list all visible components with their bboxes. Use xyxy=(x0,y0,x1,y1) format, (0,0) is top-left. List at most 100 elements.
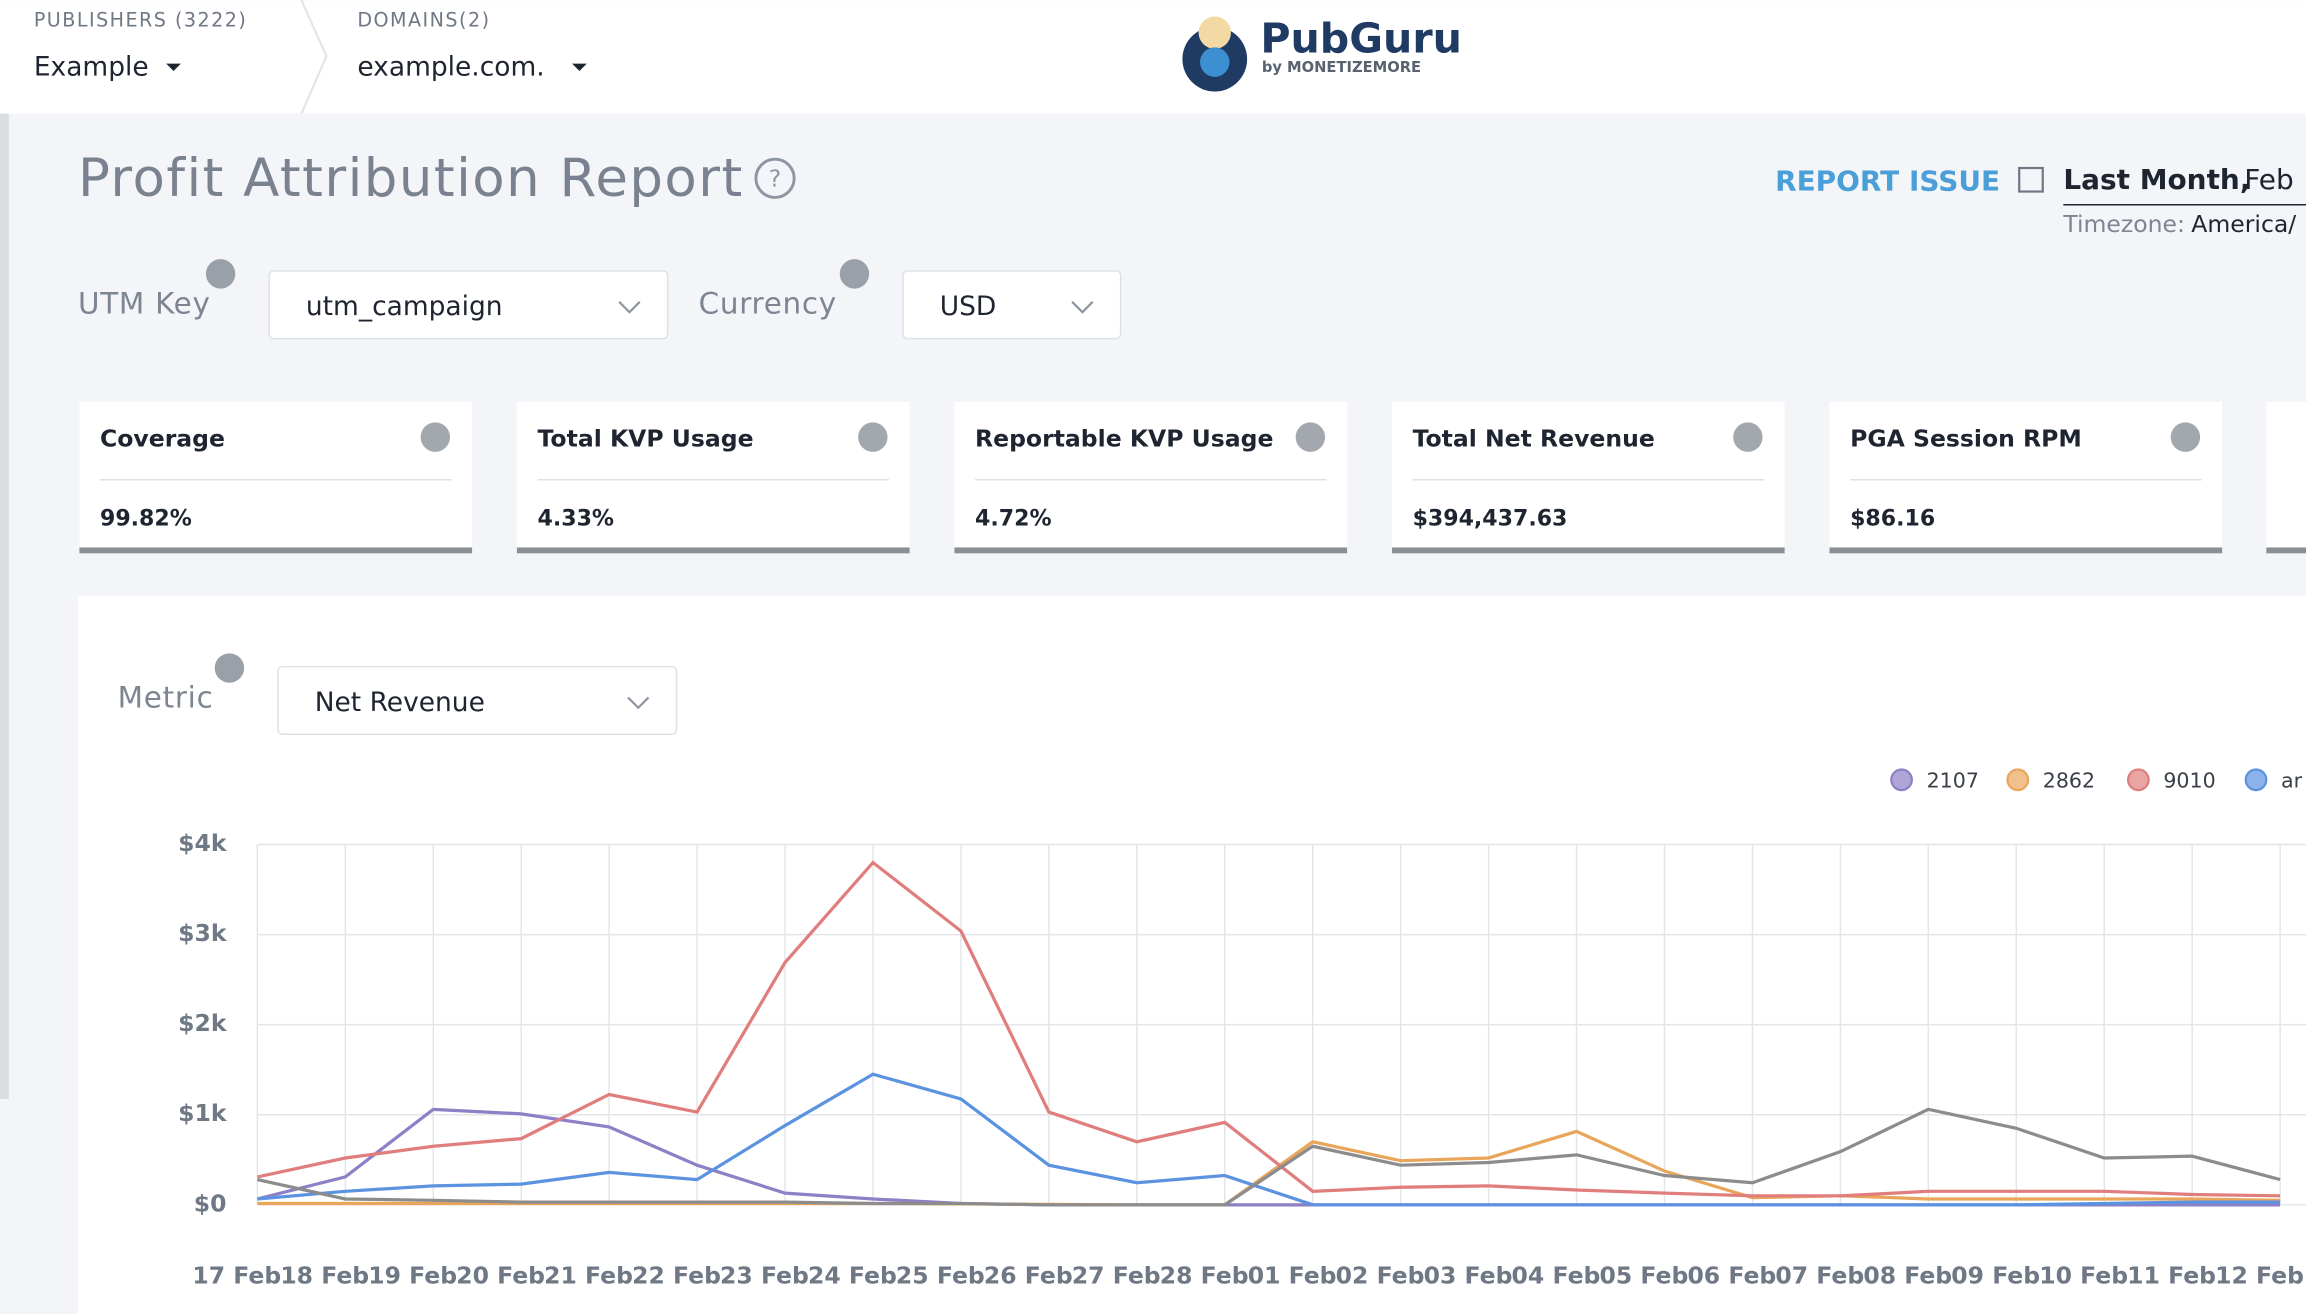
x-tick-label: 07 Feb xyxy=(1775,1261,1864,1289)
x-tick-label: 03 Feb xyxy=(1424,1261,1513,1289)
metric-value: Net Revenue xyxy=(315,687,485,718)
x-tick-label: 06 Feb xyxy=(1687,1261,1776,1289)
legend-swatch xyxy=(2126,768,2150,792)
x-tick-label: 19 Feb xyxy=(368,1261,457,1289)
card xyxy=(79,401,473,554)
timezone-label: Timezone: xyxy=(2062,210,2185,238)
legend-swatch xyxy=(2006,768,2030,792)
x-tick-label: 05 Feb xyxy=(1600,1261,1689,1289)
card-value: 4.33% xyxy=(538,506,615,531)
card-title: Total KVP Usage xyxy=(538,425,754,453)
domains-label: DOMAINS(2) xyxy=(357,8,490,31)
scrollbar xyxy=(0,113,9,1099)
separator xyxy=(300,0,328,115)
utm-value: utm_campaign xyxy=(306,291,503,322)
x-tick-label: 28 Feb xyxy=(1160,1261,1249,1289)
help-icon[interactable] xyxy=(754,157,796,199)
page-title: Profit Attribution Report xyxy=(78,148,744,209)
line-series xyxy=(257,860,2281,1198)
x-tick-label: 04 Feb xyxy=(1512,1261,1601,1289)
x-tick-label: 09 Feb xyxy=(1951,1261,2040,1289)
y-tick-label: $3k xyxy=(178,919,228,947)
help-icon xyxy=(1733,422,1763,452)
x-tick-label: 26 Feb xyxy=(984,1261,1073,1289)
legend-label: ar xyxy=(2281,768,2303,792)
card-border xyxy=(79,547,473,554)
y-tick-label: $0 xyxy=(194,1189,227,1217)
card-border xyxy=(954,547,1348,554)
report-issue[interactable]: REPORT ISSUE xyxy=(1775,165,2000,198)
help-icon xyxy=(2170,422,2201,452)
card-title: PGA Session RPM xyxy=(1850,425,2082,453)
card-partial xyxy=(2266,401,2306,554)
publisher-select[interactable]: Example xyxy=(34,51,149,82)
help-icon[interactable] xyxy=(214,653,245,683)
help-mark: ? xyxy=(769,164,781,192)
x-tick-label: 02 Feb xyxy=(1336,1261,1425,1289)
currency-value: USD xyxy=(940,291,997,322)
x-tick-label: 10 Feb xyxy=(2039,1261,2128,1289)
card-border xyxy=(1829,547,2223,554)
publishers-label: PUBLISHERS (3222) xyxy=(34,8,248,31)
x-tick-label: 17 Feb xyxy=(192,1261,281,1289)
help-icon xyxy=(1295,422,1326,452)
currency-select[interactable] xyxy=(902,270,1122,340)
metric-label: Metric xyxy=(118,680,214,714)
chevron xyxy=(627,696,650,710)
date-value: Feb xyxy=(2244,163,2293,196)
legend-swatch xyxy=(1890,768,1913,792)
legend-label: 9010 xyxy=(2163,768,2215,792)
card-title: Coverage xyxy=(100,425,225,453)
help-icon xyxy=(420,422,451,452)
utm-key-label: UTM Key xyxy=(78,286,211,320)
card-title: Total Net Revenue xyxy=(1413,425,1655,453)
help-icon xyxy=(858,422,888,452)
date-range[interactable]: Last Month, xyxy=(2063,163,2250,196)
line-series xyxy=(257,1107,2281,1207)
card xyxy=(1829,401,2223,554)
card-border xyxy=(516,547,910,554)
x-tick-label: 11 Feb xyxy=(2127,1261,2216,1289)
currency-label: Currency xyxy=(699,286,837,320)
timezone-value: America/ xyxy=(2191,210,2296,238)
help-icon[interactable] xyxy=(839,259,870,289)
x-tick-label: 23 Feb xyxy=(720,1261,809,1289)
logo-text: PubGuru xyxy=(1260,15,1462,63)
utm-select[interactable] xyxy=(268,270,669,340)
x-tick-label: 24 Feb xyxy=(808,1261,897,1289)
logo-sub: by MONETIZEMORE xyxy=(1262,59,1421,76)
caret xyxy=(572,63,587,71)
card-title: Reportable KVP Usage xyxy=(975,425,1273,453)
line-series xyxy=(257,1072,2281,1207)
x-tick-label: 22 Feb xyxy=(632,1261,721,1289)
card xyxy=(1391,401,1785,554)
card-border xyxy=(1391,547,1785,554)
metric-select[interactable] xyxy=(277,665,678,735)
card xyxy=(954,401,1348,554)
caret xyxy=(166,63,181,71)
card xyxy=(516,401,910,554)
x-tick-label: 25 Feb xyxy=(896,1261,985,1289)
legend-label: 2862 xyxy=(2043,768,2095,792)
top-bar xyxy=(0,0,2306,114)
chevron xyxy=(1071,301,1094,314)
card-value: $86.16 xyxy=(1850,506,1935,531)
logo xyxy=(1182,16,1248,92)
y-tick-label: $4k xyxy=(178,829,228,857)
help-icon[interactable] xyxy=(205,259,236,289)
y-tick-label: $1k xyxy=(178,1099,228,1127)
legend-swatch xyxy=(2244,768,2268,792)
x-tick-label: 18 Feb xyxy=(280,1261,369,1289)
domain-select[interactable]: example.com. xyxy=(357,51,544,82)
x-tick-label: 12 Feb xyxy=(2215,1261,2304,1289)
legend-label: 2107 xyxy=(1927,768,1979,792)
x-tick-label: 27 Feb xyxy=(1072,1261,1161,1289)
y-tick-label: $2k xyxy=(178,1009,228,1037)
card-value: 99.82% xyxy=(100,506,192,531)
chevron xyxy=(618,301,641,314)
card-value: 4.72% xyxy=(975,506,1052,531)
card-value: $394,437.63 xyxy=(1413,506,1568,531)
card-border xyxy=(2266,547,2306,554)
